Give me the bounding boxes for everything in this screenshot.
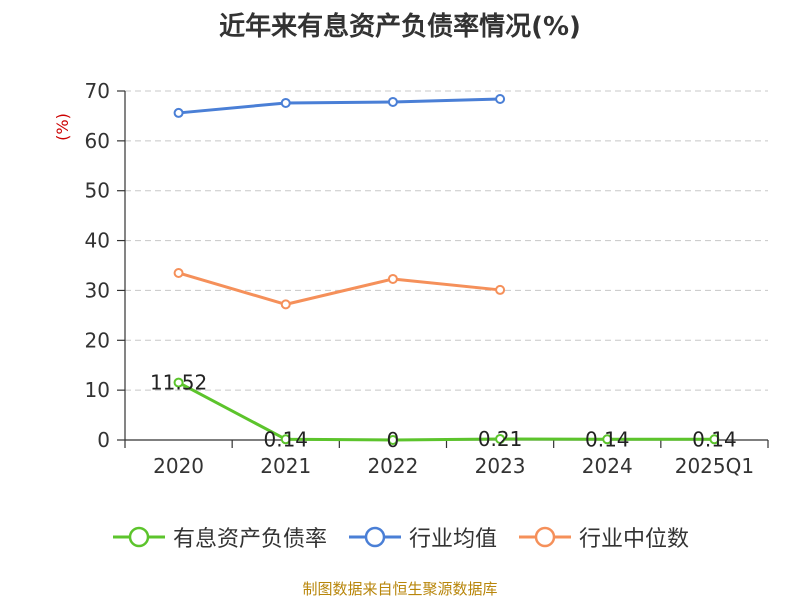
data-point — [173, 377, 184, 388]
y-tick-label: 70 — [85, 79, 110, 103]
y-tick-label: 30 — [85, 278, 110, 302]
data-label: 0.14 — [263, 427, 308, 451]
x-tick-label: 2025Q1 — [675, 454, 754, 478]
data-point — [495, 93, 506, 104]
axes: 0 10 20 30 40 50 60 70 2020 2021 2022 2023 2024 2025Q… — [85, 79, 769, 478]
data-point — [173, 267, 184, 278]
y-tick-label: 20 — [85, 328, 110, 352]
series-line — [178, 271, 501, 306]
y-tick-label: 10 — [85, 378, 110, 402]
data-label: 0 — [387, 428, 400, 452]
x-tick-label: 2024 — [582, 454, 633, 478]
legend: 有息资产负债率 行业均值 行业中位数 — [0, 521, 800, 553]
legend-circle — [534, 526, 556, 548]
data-point — [387, 96, 398, 107]
data-point — [387, 273, 398, 284]
y-tick-label: 50 — [85, 179, 110, 203]
data-point — [602, 434, 613, 445]
data-label: 0.14 — [585, 427, 630, 451]
data-point — [387, 435, 398, 445]
legend-marker-icon — [348, 526, 401, 548]
legend-label: 有息资产负债率 — [172, 527, 327, 552]
data-label: 11.52 — [150, 371, 207, 395]
x-tick-label: 2022 — [367, 454, 418, 478]
legend-label: 行业均值 — [408, 527, 497, 552]
y-axis-label: (%) — [53, 113, 72, 141]
data-label: 0.21 — [478, 427, 523, 451]
y-tick-label: 40 — [85, 229, 110, 253]
grid-lines — [125, 90, 768, 391]
series — [173, 93, 720, 445]
data-point — [173, 107, 184, 118]
x-tick-label: 2021 — [260, 454, 311, 478]
legend-circle — [128, 526, 150, 548]
source-note: 制图数据来自恒生聚源数据库 — [302, 580, 498, 598]
data-point — [280, 97, 291, 108]
x-tick-label: 2020 — [153, 454, 204, 478]
legend-item[interactable]: 行业均值 — [347, 521, 497, 553]
chart-title: 近年来有息资产负债率情况(%) — [219, 12, 581, 42]
data-labels: 11.52 0.14 0 0.21 0.14 0.14 — [150, 371, 737, 452]
legend-label: 行业中位数 — [579, 527, 690, 552]
data-point — [495, 284, 506, 295]
y-tick-label: 0 — [97, 428, 110, 452]
legend-marker-icon — [112, 526, 165, 548]
x-tick-label: 2023 — [475, 454, 526, 478]
y-tick-label: 60 — [85, 129, 110, 153]
data-label: 0.14 — [692, 427, 737, 451]
legend-item[interactable]: 有息资产负债率 — [111, 521, 327, 553]
legend-marker-icon — [519, 526, 571, 548]
data-point — [280, 299, 291, 310]
data-point — [495, 433, 506, 444]
series-line — [178, 97, 501, 115]
series-line — [177, 381, 715, 442]
data-point — [709, 434, 720, 445]
legend-item[interactable]: 行业中位数 — [517, 521, 689, 553]
data-point — [280, 434, 291, 445]
legend-circle — [364, 526, 386, 548]
